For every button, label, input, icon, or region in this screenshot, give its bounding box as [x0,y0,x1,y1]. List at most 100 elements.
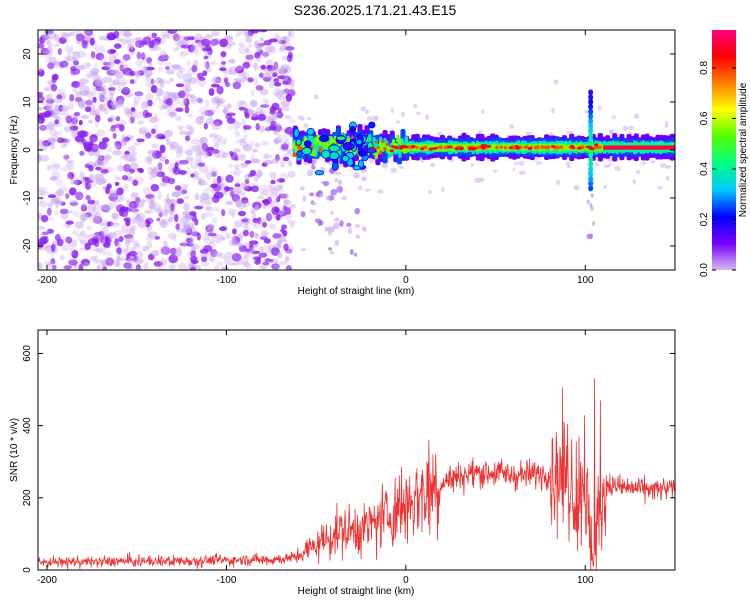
noise-cell [205,206,212,211]
noise-cell [110,221,116,227]
noise-cell [134,91,144,97]
noise-cell [108,87,116,91]
noise-cell [253,40,260,49]
noise-cell [47,217,56,221]
noise-cell [89,37,95,46]
noise-cell [48,128,58,136]
noise-cell [203,152,210,159]
noise-cell [89,212,99,221]
noise-cell [113,222,121,228]
noise-cell [262,205,270,210]
noise-cell [65,162,75,171]
noise-cell [229,65,238,75]
noise-cell [84,177,89,186]
band-cell [292,152,297,158]
noise-cell [133,99,139,107]
noise-cell [128,46,136,53]
noise-cell [273,33,281,39]
noise-cell [206,231,215,237]
noise-cell [251,250,261,255]
scatter-cell [573,184,580,191]
noise-cell [249,30,260,34]
noise-cell [178,262,187,270]
noise-cell [119,206,129,212]
noise-cell [99,103,107,112]
noise-cell [83,85,91,94]
noise-cell [138,168,145,174]
noise-cell [276,132,282,140]
band-cell [546,145,551,150]
noise-cell [229,58,236,65]
noise-cell [102,137,110,143]
scatter-cell [664,120,669,127]
scatter-cell [650,160,656,164]
noise-cell [90,68,100,76]
noise-cell [145,217,154,225]
noise-cell [83,90,93,97]
noise-cell [270,201,280,209]
noise-cell [209,38,220,46]
noise-cell [114,123,122,129]
noise-cell [201,143,209,151]
noise-cell [178,67,186,73]
noise-cell [108,193,119,202]
spike-blob [588,118,594,125]
noise-cell [113,143,121,149]
noise-cell [65,139,72,144]
band-peak [403,145,409,149]
noise-cell [76,64,85,71]
scatter-cell [390,107,394,114]
noise-cell [172,63,181,69]
noise-cell [133,258,144,265]
noise-cell [120,209,129,218]
noise-cell [136,138,145,143]
band-cell [555,145,559,150]
noise-cell [94,173,104,182]
noise-cell [80,114,90,119]
noise-cell [190,266,196,270]
noise-cell [182,210,189,215]
noise-cell [62,33,72,38]
noise-cell [42,34,49,40]
tail-cell [333,217,340,222]
noise-cell [92,215,101,224]
noise-cell [138,128,144,135]
noise-cell [129,51,135,56]
noise-cell [128,155,137,163]
noise-cell [195,154,202,163]
scatter-cell [566,164,571,169]
noise-cell [162,54,170,60]
noise-cell [197,181,208,186]
noise-cell [221,183,226,192]
noise-cell [203,122,208,130]
noise-cell [236,153,247,161]
noise-cell [122,246,130,251]
noise-cell [46,121,56,130]
noise-cell [39,36,46,44]
noise-cell [256,107,263,115]
noise-cell [78,264,84,270]
noise-cell [184,105,190,114]
noise-cell [210,61,218,65]
noise-cell [138,111,143,116]
noise-cell [153,131,158,140]
noise-cell [269,171,277,180]
band-peak [594,143,599,147]
noise-cell [224,69,233,75]
noise-cell [190,160,199,170]
noise-cell [153,112,159,122]
scatter-cell [632,178,637,185]
band-cell [439,145,443,150]
noise-cell [247,43,253,48]
tail-cell [360,169,368,173]
noise-cell [132,216,139,225]
scatter-cell [306,116,312,121]
snr-x-tick-label: 0 [403,575,409,586]
noise-cell [79,150,85,156]
noise-cell [252,201,262,210]
noise-cell [159,98,164,106]
noise-cell [156,56,166,62]
noise-cell [234,126,240,136]
noise-cell [47,194,57,199]
